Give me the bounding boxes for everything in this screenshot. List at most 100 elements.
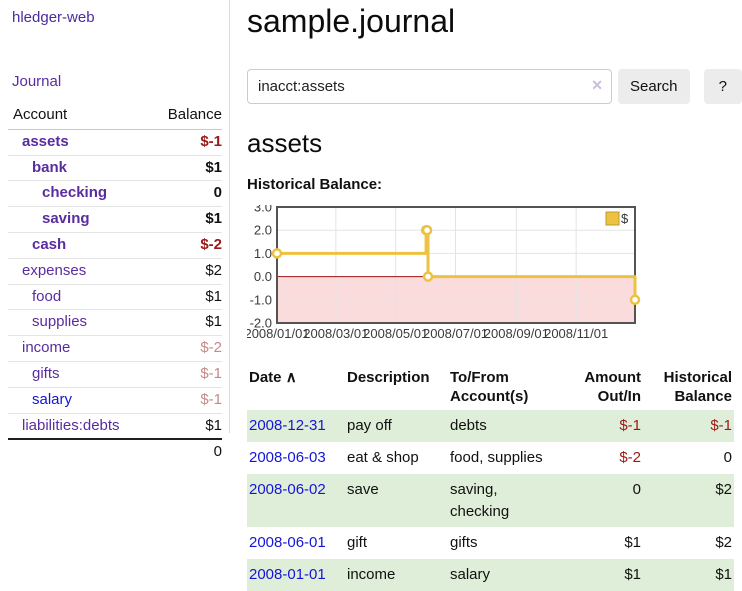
register-date-cell: 2008-06-01 [247,527,345,559]
accounts-total-value: 0 [147,438,222,467]
historical-balance-chart: 2008/01/012008/03/012008/05/012008/07/01… [247,205,641,341]
transaction-date-link[interactable]: 2008-01-01 [249,566,326,584]
svg-text:$: $ [621,211,629,226]
register-balance-cell: 0 [723,449,732,467]
sort-asc-icon: ∧ [285,368,297,386]
register-row: 2008-12-31 pay off debts $-1 $-1 [247,410,734,443]
accounts-col-balance: Balance [147,103,222,130]
register-amount-cell: $-1 [619,417,641,435]
svg-text:2008/07/01: 2008/07/01 [423,326,488,341]
sidebar-account-link[interactable]: assets [22,132,69,150]
accounts-table: Account Balance assets $-1 bank $1 checking 0… [8,103,222,467]
register-row: 2008-06-02 save saving, checking 0 $2 [247,473,734,528]
search-input[interactable] [247,68,612,104]
svg-text:2008/09/01: 2008/09/01 [484,326,549,341]
sidebar-account-cell: cash [8,232,148,259]
sidebar-account-balance: 0 [147,180,222,208]
accounts-total-row: 0 [8,438,222,467]
help-button[interactable]: ? [703,68,742,104]
register-col-amount-line1: Amount [584,368,641,386]
register-date-cell: 2008-06-02 [247,474,345,528]
sidebar-account-link[interactable]: checking [42,184,108,202]
sidebar-account-row: income $-2 [8,335,222,362]
register-date-cell: 2008-01-01 [247,559,345,591]
transaction-date-link[interactable]: 2008-06-01 [249,534,326,552]
sidebar-account-cell: saving [8,206,148,233]
sidebar-account-cell: checking [8,180,148,208]
register-accounts-cell: saving, checking [450,480,510,520]
register-col-amount: Amount Out/In [570,365,643,411]
register-date-cell: 2008-12-31 [247,410,345,442]
sidebar-account-balance: $-1 [147,129,222,156]
transaction-date-link[interactable]: 2008-06-03 [249,449,326,467]
register-col-accounts-line2: Account(s) [450,388,529,406]
svg-text:3.0: 3.0 [254,205,272,215]
sidebar: hledger-web Journal Account Balance asse… [0,0,230,467]
register-col-balance-line2: Balance [674,388,732,406]
sidebar-account-row: gifts $-1 [8,361,222,388]
register-description-cell: eat & shop [347,449,419,467]
register-balance-cell: $2 [715,534,732,552]
search-button[interactable]: Search [618,68,690,104]
sidebar-account-balance: $-1 [147,387,222,414]
register-amount-cell: 0 [632,480,641,498]
sidebar-account-row: salary $-1 [8,387,222,414]
register-row: 2008-06-01 gift gifts $1 $2 [247,527,734,559]
sidebar-account-cell: assets [8,129,148,156]
register-amount-cell: $1 [624,566,641,584]
register-col-date-label: Date [249,368,282,386]
sidebar-account-link[interactable]: gifts [32,364,60,382]
sidebar-account-link[interactable]: liabilities:debts [22,416,120,434]
transaction-date-link[interactable]: 2008-12-31 [249,417,326,435]
sidebar-account-balance: $1 [147,309,222,337]
sidebar-account-cell: supplies [8,309,148,337]
sidebar-account-link[interactable]: supplies [32,313,88,331]
main-content: sample.journal ✕ Search ? assets Histori… [247,0,742,591]
sidebar-account-balance: $1 [147,206,222,233]
sidebar-account-link[interactable]: food [32,287,62,305]
sidebar-item-journal[interactable]: Journal [12,73,62,90]
sidebar-account-row: supplies $1 [8,309,222,337]
sidebar-account-row: bank $1 [8,155,222,182]
app-brand-link[interactable]: hledger-web [12,9,95,26]
svg-text:2008/11/01: 2008/11/01 [544,326,608,341]
register-accounts-cell: debts [450,417,487,435]
sidebar-account-link[interactable]: income [22,339,71,357]
sidebar-account-link[interactable]: bank [32,158,68,176]
search-input-wrap: ✕ [247,68,612,104]
register-description-cell: income [347,566,396,584]
register-row: 2008-01-01 income salary $1 $1 [247,559,734,591]
register-col-balance-line1: Historical [663,368,732,386]
sidebar-account-balance: $2 [147,258,222,285]
sidebar-account-row: saving $1 [8,206,222,233]
sidebar-account-link[interactable]: expenses [22,261,87,279]
sidebar-account-cell: food [8,284,148,311]
accounts-total-spacer [8,438,148,467]
register-accounts-cell: food, supplies [450,449,543,467]
svg-text:2008/03/01: 2008/03/01 [303,326,368,341]
account-heading: assets [247,127,323,158]
register-row: 2008-06-03 eat & shop food, supplies $-2 0 [247,442,734,474]
sidebar-account-link[interactable]: salary [32,390,73,408]
sidebar-account-balance: $-2 [147,335,222,362]
clear-search-icon[interactable]: ✕ [591,76,603,93]
sidebar-account-cell: gifts [8,361,148,388]
register-amount-cell: $1 [624,534,641,552]
register-col-accounts: To/From Account(s) [448,365,570,411]
sidebar-account-cell: expenses [8,258,148,285]
sidebar-account-row: liabilities:debts $1 [8,413,222,440]
register-accounts-cell: salary [450,566,491,584]
register-description-cell: save [347,480,379,498]
register-date-cell: 2008-06-03 [247,442,345,474]
register-col-accounts-line1: To/From [450,368,509,386]
sidebar-account-link[interactable]: saving [42,210,90,228]
register-col-date[interactable]: Date ∧ [247,365,345,411]
transaction-date-link[interactable]: 2008-06-02 [249,480,326,498]
sidebar-account-balance: $1 [147,413,222,440]
sidebar-account-row: expenses $2 [8,258,222,285]
sidebar-account-cell: liabilities:debts [8,413,148,440]
sidebar-account-cell: bank [8,155,148,182]
svg-text:0.0: 0.0 [254,269,272,284]
search-form: ✕ Search ? [247,68,742,104]
sidebar-account-link[interactable]: cash [32,235,67,253]
